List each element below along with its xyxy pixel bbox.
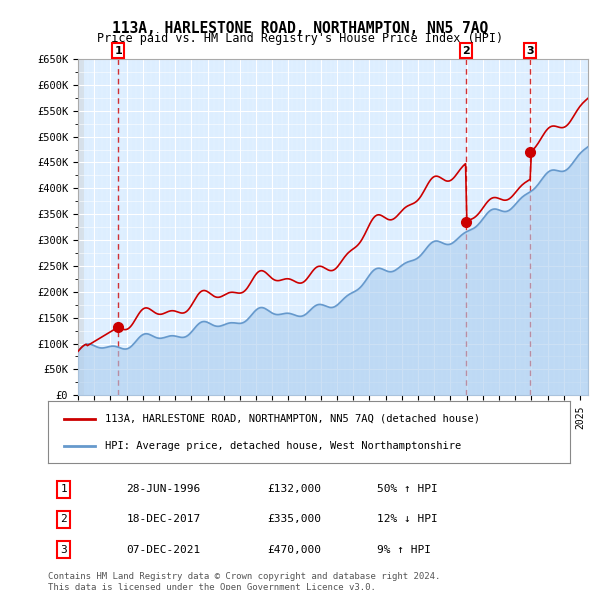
Text: £470,000: £470,000 bbox=[267, 545, 321, 555]
Text: 113A, HARLESTONE ROAD, NORTHAMPTON, NN5 7AQ: 113A, HARLESTONE ROAD, NORTHAMPTON, NN5 … bbox=[112, 21, 488, 35]
Text: 2: 2 bbox=[462, 45, 470, 55]
Text: 28-JUN-1996: 28-JUN-1996 bbox=[127, 484, 200, 494]
Text: £335,000: £335,000 bbox=[267, 514, 321, 525]
Text: Price paid vs. HM Land Registry's House Price Index (HPI): Price paid vs. HM Land Registry's House … bbox=[97, 32, 503, 45]
Text: 1: 1 bbox=[60, 484, 67, 494]
Text: 07-DEC-2021: 07-DEC-2021 bbox=[127, 545, 200, 555]
Text: 113A, HARLESTONE ROAD, NORTHAMPTON, NN5 7AQ (detached house): 113A, HARLESTONE ROAD, NORTHAMPTON, NN5 … bbox=[106, 414, 481, 424]
Text: 3: 3 bbox=[526, 45, 534, 55]
Text: 12% ↓ HPI: 12% ↓ HPI bbox=[377, 514, 437, 525]
Text: 18-DEC-2017: 18-DEC-2017 bbox=[127, 514, 200, 525]
Text: 3: 3 bbox=[60, 545, 67, 555]
Text: 2: 2 bbox=[60, 514, 67, 525]
Text: 50% ↑ HPI: 50% ↑ HPI bbox=[377, 484, 437, 494]
Text: 9% ↑ HPI: 9% ↑ HPI bbox=[377, 545, 431, 555]
Text: £132,000: £132,000 bbox=[267, 484, 321, 494]
Text: HPI: Average price, detached house, West Northamptonshire: HPI: Average price, detached house, West… bbox=[106, 441, 461, 451]
Text: 1: 1 bbox=[115, 45, 122, 55]
Text: Contains HM Land Registry data © Crown copyright and database right 2024.
This d: Contains HM Land Registry data © Crown c… bbox=[48, 572, 440, 590]
